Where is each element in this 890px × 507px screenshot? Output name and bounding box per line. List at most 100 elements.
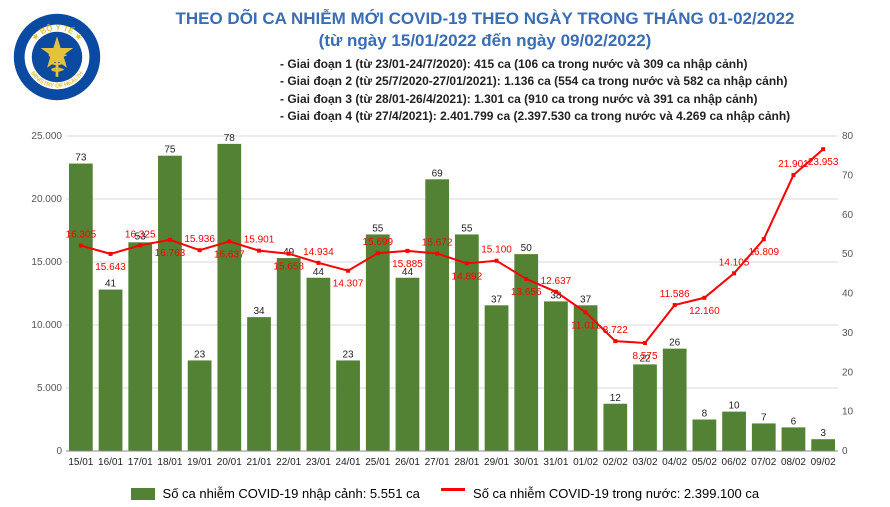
svg-text:41: 41 xyxy=(105,279,117,290)
svg-text:12: 12 xyxy=(610,393,622,404)
svg-text:02/02: 02/02 xyxy=(603,457,628,468)
svg-text:04/02: 04/02 xyxy=(662,457,687,468)
svg-text:3: 3 xyxy=(820,428,826,439)
svg-text:14.892: 14.892 xyxy=(452,271,483,282)
svg-text:01/02: 01/02 xyxy=(573,457,598,468)
svg-text:10.000: 10.000 xyxy=(31,320,62,331)
svg-text:15.936: 15.936 xyxy=(184,234,215,245)
svg-text:70: 70 xyxy=(842,170,854,181)
legend-bar-label: Số ca nhiễm COVID-19 nhập cảnh: 5.551 ca xyxy=(163,486,420,501)
svg-text:7: 7 xyxy=(761,412,767,423)
svg-text:8.722: 8.722 xyxy=(603,325,628,336)
svg-text:15.885: 15.885 xyxy=(392,259,423,270)
svg-text:50: 50 xyxy=(521,243,533,254)
svg-text:55: 55 xyxy=(372,223,384,234)
svg-text:18/01: 18/01 xyxy=(157,457,182,468)
svg-text:6: 6 xyxy=(791,416,797,427)
svg-text:21.901: 21.901 xyxy=(778,159,809,170)
svg-text:26: 26 xyxy=(669,338,681,349)
covid-chart: 0 5.000 10.000 15.000 20.000 25.000 0 10 20 30 40 5… xyxy=(16,130,874,477)
svg-text:29/01: 29/01 xyxy=(484,457,509,468)
svg-text:44: 44 xyxy=(313,267,325,278)
svg-text:25.000: 25.000 xyxy=(31,131,62,142)
svg-text:8.575: 8.575 xyxy=(632,351,657,362)
svg-text:05/02: 05/02 xyxy=(692,457,717,468)
svg-text:25/01: 25/01 xyxy=(365,457,390,468)
svg-text:15.672: 15.672 xyxy=(422,238,453,249)
svg-text:15.901: 15.901 xyxy=(244,235,275,246)
svg-text:11.011: 11.011 xyxy=(571,320,601,331)
svg-text:21/01: 21/01 xyxy=(246,457,271,468)
svg-text:16.305: 16.305 xyxy=(66,230,97,241)
svg-text:5.000: 5.000 xyxy=(37,383,62,394)
svg-text:19/01: 19/01 xyxy=(187,457,212,468)
svg-text:15.699: 15.699 xyxy=(362,237,393,248)
svg-text:28/01: 28/01 xyxy=(454,457,479,468)
svg-text:16.763: 16.763 xyxy=(155,248,186,259)
svg-text:22/01: 22/01 xyxy=(276,457,301,468)
title-line-2: (từ ngày 15/01/2022 đến ngày 09/02/2022) xyxy=(110,30,860,52)
chart-legend: Số ca nhiễm COVID-19 nhập cảnh: 5.551 ca… xyxy=(0,485,890,501)
svg-text:15.100: 15.100 xyxy=(481,245,512,256)
svg-text:16.637: 16.637 xyxy=(214,249,245,260)
svg-text:12.160: 12.160 xyxy=(689,306,720,317)
svg-text:11.586: 11.586 xyxy=(660,289,690,300)
svg-text:37: 37 xyxy=(491,294,503,305)
svg-text:30: 30 xyxy=(842,328,854,339)
legend-line-swatch xyxy=(441,488,465,491)
svg-text:55: 55 xyxy=(461,223,473,234)
svg-text:12.637: 12.637 xyxy=(541,276,572,287)
svg-text:23: 23 xyxy=(194,349,206,360)
svg-text:75: 75 xyxy=(164,145,176,156)
svg-text:14.307: 14.307 xyxy=(333,279,364,290)
svg-text:15.658: 15.658 xyxy=(273,262,304,273)
svg-text:31/01: 31/01 xyxy=(543,457,568,468)
legend-bar-swatch xyxy=(131,488,155,500)
svg-text:73: 73 xyxy=(75,153,87,164)
svg-text:8: 8 xyxy=(702,409,708,420)
svg-text:20: 20 xyxy=(842,367,854,378)
svg-text:0: 0 xyxy=(56,446,62,457)
title-line-1: THEO DÕI CA NHIỄM MỚI COVID-19 THEO NGÀY… xyxy=(110,8,860,30)
phase-4: - Giai đoạn 4 (từ 27/4/2021): 2.401.799 … xyxy=(280,108,860,125)
svg-text:08/02: 08/02 xyxy=(781,457,806,468)
moh-logo: ★ BỘ Y TẾ ★ MINISTRY OF HEALTH xyxy=(12,12,102,102)
svg-text:24/01: 24/01 xyxy=(336,457,361,468)
phase-3: - Giai đoạn 3 (từ 28/01-26/4/2021): 1.30… xyxy=(280,91,860,108)
svg-text:03/02: 03/02 xyxy=(632,457,657,468)
svg-text:23/01: 23/01 xyxy=(306,457,331,468)
svg-text:10: 10 xyxy=(729,401,741,412)
svg-text:16.809: 16.809 xyxy=(748,247,779,258)
svg-text:20/01: 20/01 xyxy=(217,457,242,468)
svg-text:40: 40 xyxy=(842,289,854,300)
svg-text:09/02: 09/02 xyxy=(811,457,836,468)
svg-text:13.656: 13.656 xyxy=(511,287,542,298)
svg-text:50: 50 xyxy=(842,249,854,260)
svg-text:78: 78 xyxy=(224,133,236,144)
svg-text:10: 10 xyxy=(842,407,854,418)
svg-text:69: 69 xyxy=(432,168,444,179)
svg-text:06/02: 06/02 xyxy=(722,457,747,468)
phase-notes: - Giai đoạn 1 (từ 23/01-24/7/2020): 415 … xyxy=(280,56,860,126)
phase-2: - Giai đoạn 2 (từ 25/7/2020-27/01/2021):… xyxy=(280,73,860,90)
svg-text:27/01: 27/01 xyxy=(425,457,450,468)
svg-text:15/01: 15/01 xyxy=(68,457,93,468)
svg-text:30/01: 30/01 xyxy=(514,457,539,468)
chart-title: THEO DÕI CA NHIỄM MỚI COVID-19 THEO NGÀY… xyxy=(110,8,860,52)
svg-text:15.000: 15.000 xyxy=(31,257,62,268)
svg-text:26/01: 26/01 xyxy=(395,457,420,468)
svg-text:20.000: 20.000 xyxy=(31,194,62,205)
svg-text:16/01: 16/01 xyxy=(98,457,123,468)
svg-text:17/01: 17/01 xyxy=(128,457,153,468)
svg-text:23: 23 xyxy=(343,349,355,360)
svg-text:80: 80 xyxy=(842,131,854,142)
svg-text:16.325: 16.325 xyxy=(125,229,156,240)
svg-text:23.953: 23.953 xyxy=(808,157,839,168)
svg-text:37: 37 xyxy=(580,294,592,305)
svg-text:07/02: 07/02 xyxy=(751,457,776,468)
svg-text:60: 60 xyxy=(842,210,854,221)
svg-text:0: 0 xyxy=(842,446,848,457)
svg-text:34: 34 xyxy=(253,306,265,317)
svg-text:14.105: 14.105 xyxy=(719,257,750,268)
phase-1: - Giai đoạn 1 (từ 23/01-24/7/2020): 415 … xyxy=(280,56,860,73)
